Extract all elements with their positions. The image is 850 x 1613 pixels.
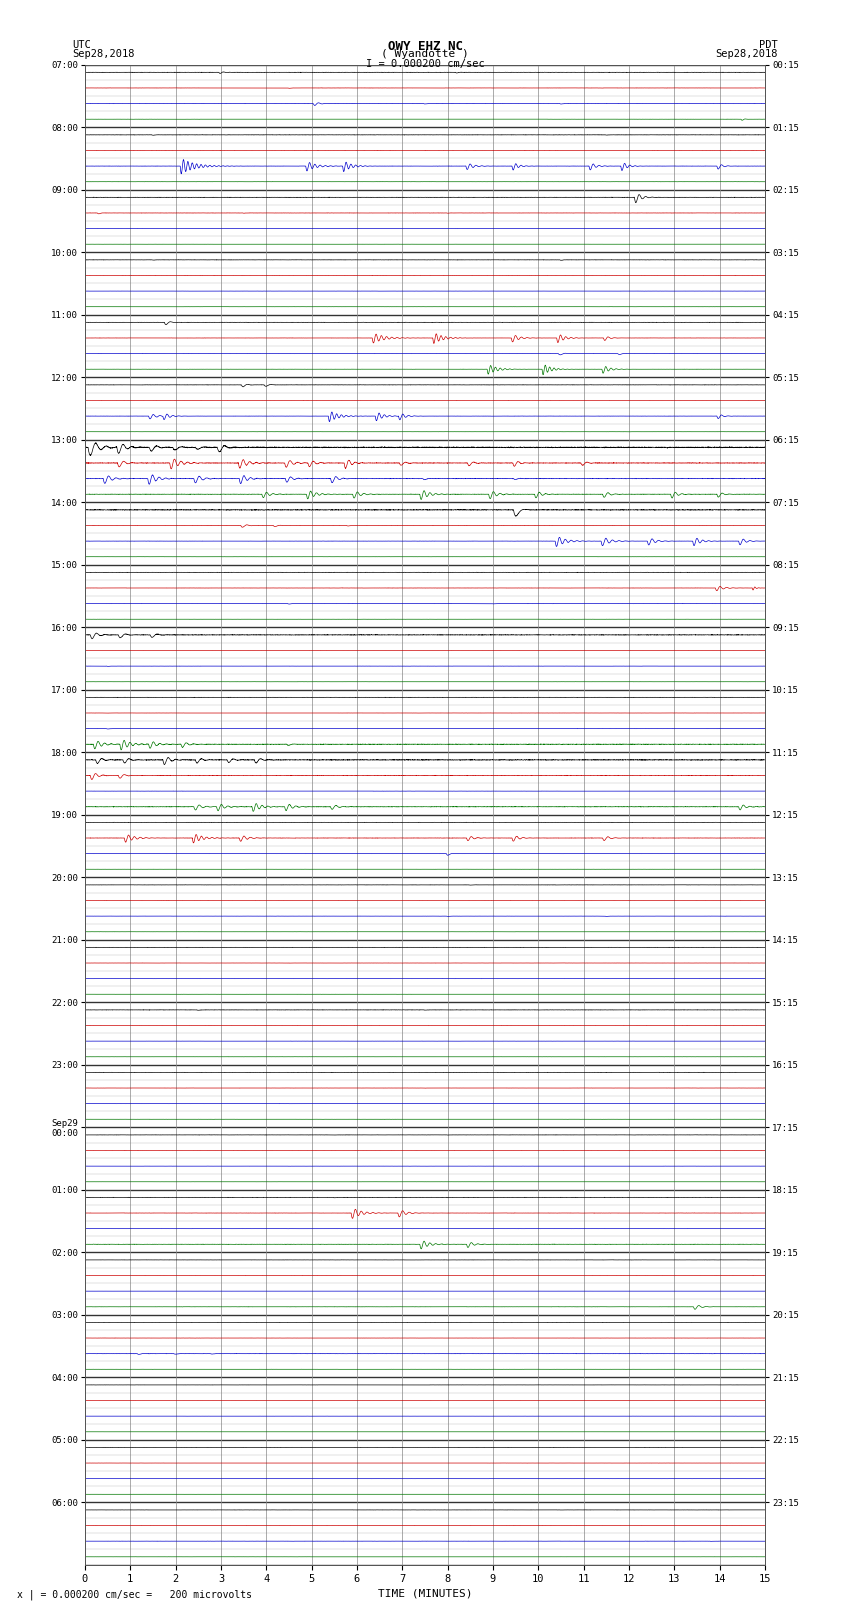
Text: x | = 0.000200 cm/sec =   200 microvolts: x | = 0.000200 cm/sec = 200 microvolts	[17, 1589, 252, 1600]
Text: Sep28,2018: Sep28,2018	[715, 50, 778, 60]
Text: Sep28,2018: Sep28,2018	[72, 50, 135, 60]
Text: I = 0.000200 cm/sec: I = 0.000200 cm/sec	[366, 58, 484, 69]
Text: OWY EHZ NC: OWY EHZ NC	[388, 39, 462, 53]
Text: UTC: UTC	[72, 39, 91, 50]
Text: ( Wyandotte ): ( Wyandotte )	[381, 50, 469, 60]
Text: PDT: PDT	[759, 39, 778, 50]
X-axis label: TIME (MINUTES): TIME (MINUTES)	[377, 1589, 473, 1598]
